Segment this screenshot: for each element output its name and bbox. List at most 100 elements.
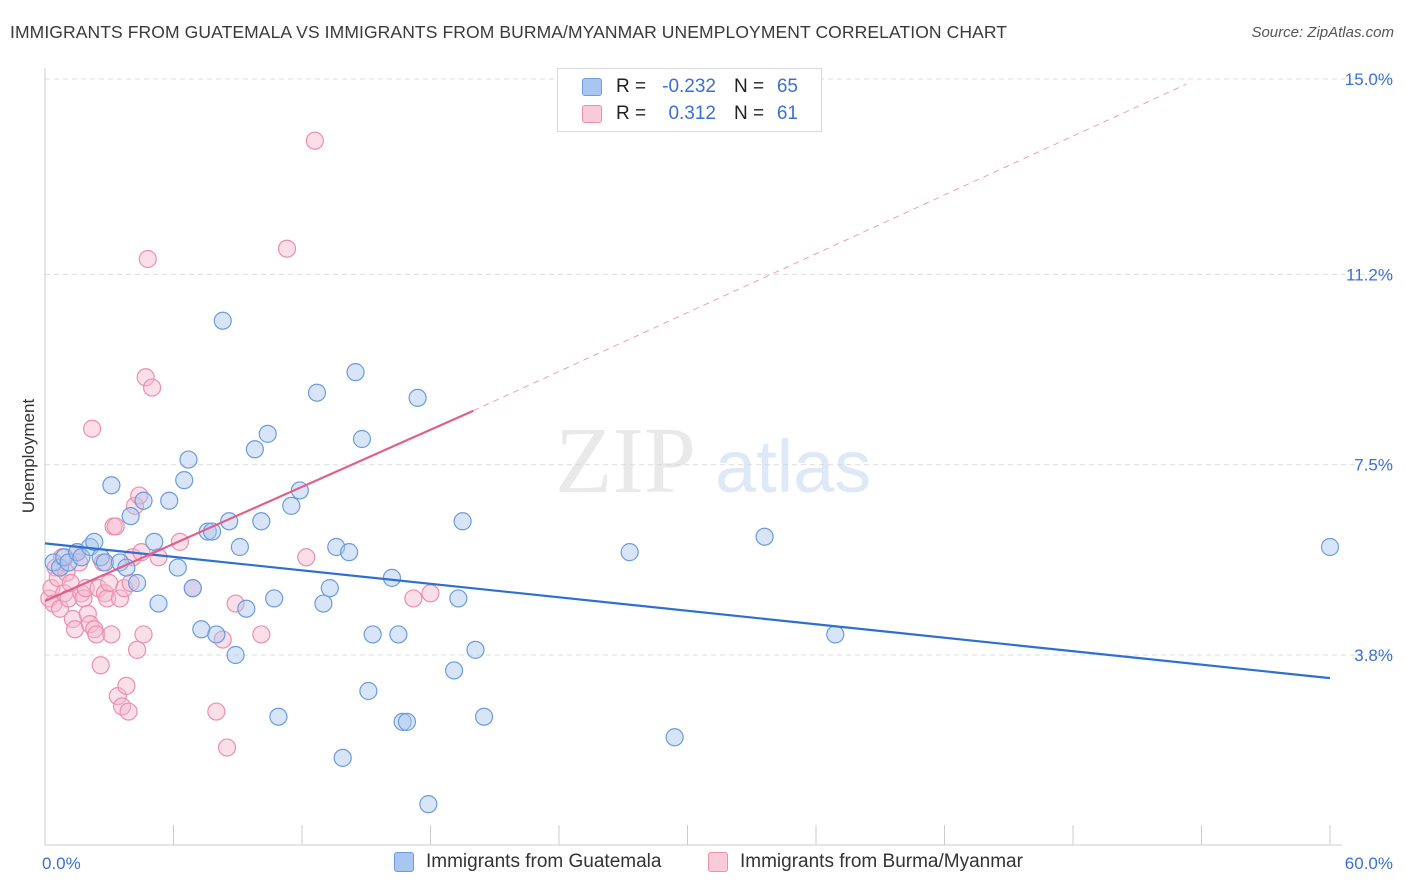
- burma-point: [83, 419, 102, 438]
- guatemala-point: [149, 594, 168, 613]
- guatemala-point: [145, 532, 164, 551]
- burma-point: [297, 548, 316, 567]
- guatemala-point: [826, 625, 845, 644]
- guatemala-point: [252, 512, 271, 531]
- burma-point: [106, 517, 125, 536]
- watermark: ZIP atlas: [555, 409, 871, 513]
- burma-point: [136, 368, 155, 387]
- burma-point: [142, 378, 162, 397]
- burma-point: [134, 625, 153, 644]
- guatemala-point: [307, 383, 327, 402]
- burma-trend-line: [44, 409, 474, 603]
- legend-label-guatemala: Immigrants from Guatemala: [426, 851, 662, 872]
- guatemala-point: [168, 558, 187, 577]
- legend-item-burma[interactable]: Immigrants from Burma/Myanmar: [708, 851, 1023, 873]
- burma-point: [226, 594, 245, 613]
- chart-title: IMMIGRANTS FROM GUATEMALA VS IMMIGRANTS …: [10, 22, 1008, 42]
- guatemala-point: [320, 579, 339, 598]
- guatemala-point: [393, 712, 412, 731]
- legend-row-guatemala: R = -0.232 N = 65: [582, 74, 798, 100]
- legend-r-label: R =: [616, 103, 647, 124]
- guatemala-point: [134, 491, 153, 510]
- legend-swatch-blue: [582, 78, 602, 96]
- x-tick-label: 60.0%: [1345, 854, 1393, 873]
- guatemala-point: [269, 707, 288, 726]
- guatemala-point: [102, 476, 121, 495]
- guatemala-point: [175, 471, 194, 490]
- guatemala-point: [1320, 537, 1340, 557]
- guatemala-point: [449, 589, 468, 608]
- y-tick-label: 3.8%: [1354, 646, 1393, 665]
- guatemala-point: [466, 640, 485, 659]
- guatemala-points: [44, 311, 1340, 814]
- guatemala-point: [258, 424, 277, 443]
- guatemala-trend-line: [44, 542, 1331, 680]
- burma-point: [125, 496, 145, 515]
- guatemala-point: [453, 512, 472, 531]
- legend-row-burma: R = 0.312 N = 61: [582, 101, 798, 127]
- series-legend: Immigrants from Guatemala Immigrants fro…: [0, 851, 1406, 879]
- burma-point: [305, 131, 324, 150]
- legend-n-value: 61: [776, 103, 798, 124]
- burma-point: [117, 676, 136, 695]
- guatemala-point: [213, 311, 232, 330]
- guatemala-point: [346, 363, 365, 382]
- burma-point: [217, 738, 237, 757]
- legend-n-value: 65: [776, 76, 798, 97]
- legend-r-value: -0.232: [662, 76, 716, 97]
- burma-point: [421, 584, 440, 603]
- legend-swatch-blue: [394, 852, 414, 872]
- burma-point: [119, 702, 138, 721]
- y-axis-label: Unemployment: [19, 399, 38, 514]
- legend-item-guatemala[interactable]: Immigrants from Guatemala: [394, 851, 661, 873]
- legend-label-burma: Immigrants from Burma/Myanmar: [740, 851, 1023, 872]
- guatemala-point: [474, 707, 494, 726]
- y-tick-label: 15.0%: [1345, 70, 1393, 89]
- guatemala-point: [95, 553, 115, 572]
- y-tick-label: 11.2%: [1346, 265, 1393, 284]
- guatemala-point: [408, 388, 427, 407]
- guatemala-point: [419, 795, 438, 814]
- guatemala-point: [340, 543, 359, 562]
- guatemala-point: [245, 440, 264, 459]
- burma-point: [98, 589, 117, 608]
- burma-point: [138, 249, 157, 269]
- burma-point: [102, 625, 121, 644]
- burma-point: [91, 656, 110, 675]
- guatemala-point: [363, 625, 382, 644]
- guatemala-point: [160, 491, 179, 510]
- guatemala-point: [620, 543, 639, 562]
- x-tick-label: 0.0%: [42, 854, 81, 873]
- guatemala-point: [314, 594, 333, 613]
- source-label: Source: ZipAtlas.com: [1251, 24, 1394, 41]
- guatemala-point: [444, 661, 464, 680]
- guatemala-point: [237, 599, 256, 618]
- guatemala-point: [397, 712, 417, 731]
- guatemala-point: [389, 625, 408, 644]
- burma-point: [277, 239, 297, 258]
- guatemala-point: [333, 748, 352, 767]
- burma-point: [127, 640, 147, 659]
- guatemala-point: [127, 573, 147, 593]
- guatemala-point: [282, 496, 301, 515]
- guatemala-point: [179, 450, 198, 469]
- tick-labels: 3.8% 7.5% 11.2% 15.0% 0.0% 60.0%: [42, 70, 1393, 873]
- burma-point: [404, 589, 423, 608]
- burma-point: [110, 589, 130, 608]
- legend-r-value: 0.312: [668, 103, 716, 124]
- guatemala-point: [230, 537, 249, 557]
- correlation-legend: R = -0.232 N = 65 R = 0.312 N = 61: [557, 68, 822, 132]
- guatemala-point: [207, 625, 226, 644]
- guatemala-point: [352, 429, 372, 449]
- axes: [44, 68, 1342, 846]
- guatemala-point: [121, 507, 140, 526]
- guatemala-point: [226, 645, 245, 665]
- watermark-zip: ZIP: [555, 409, 696, 513]
- guatemala-point: [265, 589, 284, 608]
- guatemala-point: [359, 681, 378, 701]
- legend-r-label: R =: [616, 76, 647, 97]
- watermark-atlas: atlas: [715, 425, 871, 508]
- legend-n-label: N =: [734, 103, 765, 124]
- burma-point: [87, 625, 106, 644]
